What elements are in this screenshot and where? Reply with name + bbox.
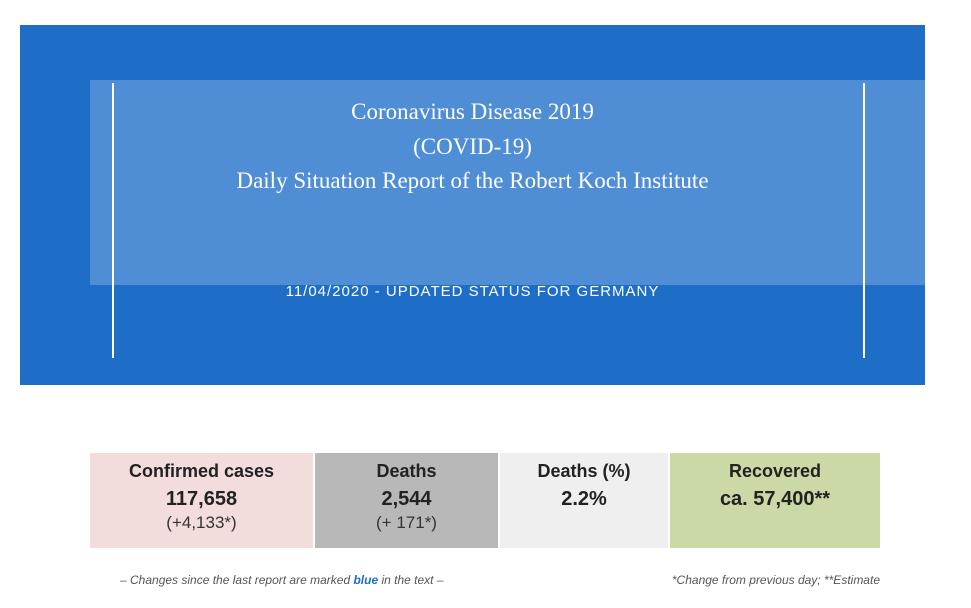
stat-deaths: Deaths 2,544 (+ 171*) — [315, 453, 500, 548]
stat-confirmed-cases: Confirmed cases 117,658 (+4,133*) — [90, 453, 315, 548]
stat-value: 2,544 — [381, 488, 431, 511]
stat-value: 2.2% — [561, 488, 607, 511]
stat-recovered: Recovered ca. 57,400** — [670, 453, 880, 548]
footnote-left: – Changes since the last report are mark… — [90, 573, 444, 587]
footnote-left-pre: – Changes since the last report are mark… — [120, 573, 353, 587]
stat-header: Deaths (%) — [537, 461, 630, 482]
footnotes: – Changes since the last report are mark… — [90, 573, 880, 587]
report-subtitle: 11/04/2020 - UPDATED STATUS FOR GERMANY — [20, 283, 925, 300]
stat-value: 117,658 — [166, 488, 237, 511]
stat-header: Deaths — [376, 461, 436, 482]
stats-table: Confirmed cases 117,658 (+4,133*) Deaths… — [90, 453, 880, 548]
stat-deaths-percent: Deaths (%) 2.2% — [500, 453, 670, 548]
header-banner: Coronavirus Disease 2019 (COVID-19) Dail… — [20, 25, 940, 385]
stat-header: Recovered — [729, 461, 821, 482]
title-line-1: Coronavirus Disease 2019 — [20, 95, 925, 130]
stat-change: (+4,133*) — [166, 513, 236, 533]
title-line-2: (COVID-19) — [20, 130, 925, 165]
title-line-3: Daily Situation Report of the Robert Koc… — [20, 164, 925, 199]
footnote-blue-word: blue — [353, 573, 378, 587]
report-title: Coronavirus Disease 2019 (COVID-19) Dail… — [20, 95, 925, 199]
stat-change: (+ 171*) — [376, 513, 437, 533]
stat-value: ca. 57,400** — [720, 488, 830, 511]
stat-header: Confirmed cases — [129, 461, 274, 482]
footnote-left-post: in the text – — [378, 573, 443, 587]
footnote-right: *Change from previous day; **Estimate — [672, 573, 880, 587]
